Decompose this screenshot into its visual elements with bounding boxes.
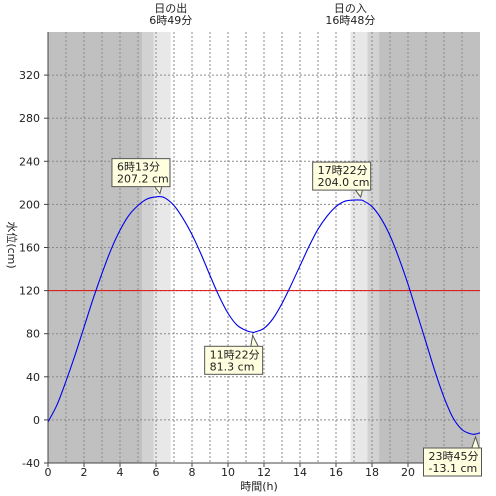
callout-box [204, 345, 264, 375]
callout: 23時45分-13.1 cm [423, 435, 482, 477]
sunset-time: 16時48分 [325, 14, 375, 27]
x-tick-label: 20 [401, 466, 415, 479]
y-tick-label: 200 [19, 198, 40, 211]
x-tick-label: 16 [329, 466, 343, 479]
callout-value: 81.3 cm [210, 360, 255, 373]
y-axis-label: 水位(cm) [5, 221, 19, 268]
sunset-title: 日の入 [334, 2, 367, 15]
y-tick-labels: -40 0 40 80 120 160 200 240 280 320 [19, 69, 40, 470]
y-tick-label: 240 [19, 155, 40, 168]
x-tick-label: 2 [81, 466, 88, 479]
callout-time: 11時22分 [210, 348, 260, 361]
callout-time: 17時22分 [318, 164, 368, 177]
x-tick-label: 8 [189, 466, 196, 479]
x-tick-label: 6 [153, 466, 160, 479]
y-tick-label: 40 [26, 371, 40, 384]
callout-value: -13.1 cm [429, 462, 478, 475]
x-tick-label: 10 [221, 466, 235, 479]
x-tick-label: 12 [257, 466, 271, 479]
y-tick-label: 280 [19, 112, 40, 125]
y-tick-label: 80 [26, 328, 40, 341]
callout-value: 207.2 cm [117, 173, 169, 186]
callout-time: 23時45分 [429, 450, 479, 463]
y-tick-label: 0 [33, 414, 40, 427]
x-tick-labels: 0246810121416182022 [45, 466, 452, 479]
x-tick-label: 0 [45, 466, 52, 479]
x-tick-label: 14 [293, 466, 307, 479]
callout-box [312, 161, 372, 191]
callout-box [423, 447, 482, 477]
y-tick-label: 160 [19, 242, 40, 255]
y-tick-label: 320 [19, 69, 40, 82]
series-layer [47, 195, 481, 435]
x-tick-label: 18 [365, 466, 379, 479]
y-tick-label: 120 [19, 285, 40, 298]
tide-level-line [47, 195, 481, 435]
x-axis-label: 時間(h) [240, 480, 278, 493]
callout-value: 204.0 cm [318, 176, 370, 189]
sunrise-time: 6時49分 [149, 14, 192, 27]
callout-box [111, 158, 171, 188]
x-tick-label: 4 [117, 466, 124, 479]
callout-time: 6時13分 [117, 161, 160, 174]
y-tick-label: -40 [22, 457, 40, 470]
sunrise-title: 日の出 [154, 1, 187, 15]
